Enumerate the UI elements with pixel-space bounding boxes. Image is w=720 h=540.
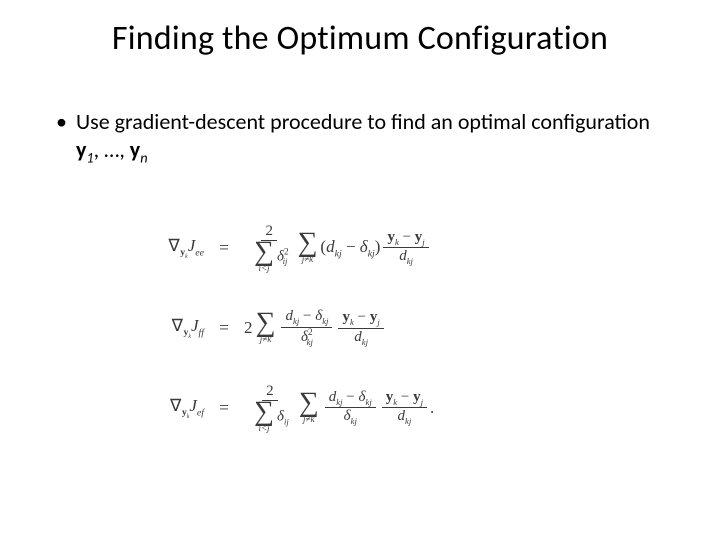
- eq2-rhs: 2 ∑j≠k dkj − δkj δ2kj yk − yj dkj: [244, 308, 600, 347]
- sigma-icon: ∑j≠k: [297, 232, 317, 264]
- eq3-lhs: ∇ykJef: [130, 396, 204, 420]
- eq3-lhs-Jsub: ef: [197, 407, 204, 418]
- eq1-right-frac: yk − yj dkj: [383, 229, 428, 267]
- eq1-lhs: ∇ykJee: [130, 236, 204, 260]
- eq3-equals: =: [204, 398, 244, 418]
- equation-row-2: ∇ykJff = 2 ∑j≠k dkj − δkj δ2kj yk − yj d…: [130, 300, 600, 356]
- sigma-icon: ∑j≠k: [256, 312, 276, 344]
- equations-block: ∇ykJee = 2 ∑i<jδ2ij ∑j≠k (dkj − δkj) yk …: [130, 220, 600, 460]
- eq1-equals: =: [204, 238, 244, 258]
- eq2-mid-frac: dkj − δkj δ2kj: [281, 308, 332, 347]
- slide-body: Use gradient-descent procedure to find a…: [52, 108, 668, 167]
- nabla-icon: ∇: [172, 316, 184, 335]
- bullet-text-prefix: Use gradient-descent procedure to find a…: [76, 108, 650, 135]
- bullet-list: Use gradient-descent procedure to find a…: [52, 108, 668, 167]
- eq2-lhs: ∇ykJff: [130, 316, 204, 340]
- eq2-equals: =: [204, 318, 244, 338]
- nabla-icon: ∇: [168, 236, 180, 255]
- eq1-lhs-Jsub: ee: [195, 247, 204, 258]
- sigma-icon: ∑i<j: [254, 241, 274, 273]
- eq1-paren: (dkj − δkj): [320, 237, 380, 259]
- eq1-lhs-sub: yk: [180, 247, 187, 258]
- slide-title: Finding the Optimum Configuration: [0, 18, 720, 59]
- sigma-icon: ∑i<j: [254, 401, 274, 433]
- equation-row-3: ∇ykJef = 2 ∑i<jδij ∑j≠k dkj − δkj δkj yk…: [130, 380, 600, 436]
- eq3-leading-frac: 2 ∑i<jδij: [247, 383, 293, 433]
- bullet-sub-1: 1: [86, 148, 93, 166]
- bullet-item: Use gradient-descent procedure to find a…: [52, 108, 668, 167]
- slide: Finding the Optimum Configuration Use gr…: [0, 0, 720, 540]
- eq3-rhs: 2 ∑i<jδij ∑j≠k dkj − δkj δkj yk − yj dkj…: [244, 383, 600, 433]
- bullet-text-mid: , …,: [94, 136, 130, 163]
- bullet-var-yn: y: [130, 136, 140, 163]
- eq1-leading-frac: 2 ∑i<jδ2ij: [247, 223, 291, 273]
- eq1-rhs: 2 ∑i<jδ2ij ∑j≠k (dkj − δkj) yk − yj dkj: [244, 223, 600, 273]
- eq3-period: .: [430, 398, 434, 418]
- eq3-mid-frac: dkj − δkj δkj: [325, 389, 376, 427]
- eq2-right-frac: yk − yj dkj: [338, 309, 383, 347]
- bullet-sub-n: n: [140, 148, 147, 166]
- equation-row-1: ∇ykJee = 2 ∑i<jδ2ij ∑j≠k (dkj − δkj) yk …: [130, 220, 600, 276]
- nabla-icon: ∇: [170, 396, 182, 415]
- sigma-icon: ∑j≠k: [299, 392, 319, 424]
- bullet-var-y1: y: [76, 136, 86, 163]
- eq3-right-frac: yk − yj dkj: [382, 389, 427, 427]
